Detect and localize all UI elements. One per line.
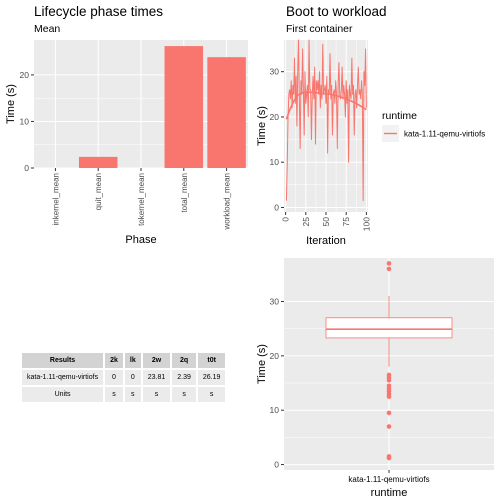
box-iqr xyxy=(325,317,453,339)
legend-title: runtime xyxy=(382,110,417,122)
table-row: Units s s s s s xyxy=(22,387,226,402)
table-header-cell: 2k xyxy=(105,353,123,368)
y-tick-label: 30 xyxy=(270,67,280,77)
bar-quit_mean xyxy=(78,156,118,168)
x-tick-label: tokernel_mean xyxy=(137,173,146,226)
y-tick-label: 20 xyxy=(270,112,280,122)
outlier-point xyxy=(386,394,392,399)
boot-y-ticks: 0 10 20 30 xyxy=(270,67,284,212)
x-tick-label: inkernel_mean xyxy=(51,173,60,225)
table-cell: 26.19 xyxy=(197,370,226,385)
y-tick-label: 10 xyxy=(270,405,280,415)
outlier-point xyxy=(386,455,392,461)
outlier-point xyxy=(386,378,392,383)
boot-subtitle: First container xyxy=(286,23,353,35)
table-cell: Units xyxy=(22,387,104,402)
legend-series-name: kata-1.11-qemu-virtiofs xyxy=(404,130,485,139)
table-cell: 0 xyxy=(124,370,141,385)
box-gridlines xyxy=(284,258,494,470)
boot-series-lines xyxy=(285,39,367,202)
box-x-axis-label: runtime xyxy=(371,487,408,499)
x-tick-label: 0 xyxy=(281,217,291,222)
x-tick-label: 75 xyxy=(341,217,351,227)
boot-line-chart: Boot to workload First container 0 10 20 30… xyxy=(256,4,485,247)
table-row: kata-1.11-qemu-virtiofs 0 0 23.81 2.39 2… xyxy=(22,370,226,385)
table-header-cell: lk xyxy=(124,353,141,368)
y-tick-label: 20 xyxy=(270,351,280,361)
lifecycle-bar-chart: Lifecycle phase times Mean 0 10 20 inkerne… xyxy=(5,4,248,246)
box-y-ticks: 0 10 20 30 xyxy=(270,296,284,470)
table-header-cell: t0t xyxy=(197,353,226,368)
box-x-tick-label: kata-1.11-qemu-virtiofs xyxy=(348,475,429,484)
y-tick-label: 10 xyxy=(270,157,280,167)
lifecycle-x-ticks: inkernel_mean quit_mean tokernel_mean total… xyxy=(51,168,232,230)
table-cell: s xyxy=(197,387,226,402)
table-header-cell: 2w xyxy=(142,353,171,368)
lifecycle-y-ticks: 0 10 20 xyxy=(20,70,34,173)
table-cell: s xyxy=(142,387,171,402)
lifecycle-x-axis-label: Phase xyxy=(125,234,156,246)
outlier-point xyxy=(386,410,392,416)
results-table: Results 2k lk 2w 2q t0t kata-1.11-qemu-v… xyxy=(20,351,227,404)
boot-x-axis-label: Iteration xyxy=(306,235,346,247)
x-tick-label: 100 xyxy=(361,217,371,231)
outlier-point xyxy=(386,266,392,272)
table-cell: s xyxy=(124,387,141,402)
lifecycle-subtitle: Mean xyxy=(34,23,60,35)
bar-total_mean xyxy=(164,46,204,168)
boot-y-axis-label: Time (s) xyxy=(256,106,268,146)
y-tick-label: 30 xyxy=(270,296,280,306)
table-header-row: Results 2k lk 2w 2q t0t xyxy=(22,353,226,368)
outlier-point xyxy=(386,424,392,429)
y-tick-label: 10 xyxy=(20,116,30,126)
boot-title: Boot to workload xyxy=(286,4,387,19)
table-cell: kata-1.11-qemu-virtiofs xyxy=(22,370,104,385)
series-line-raw xyxy=(285,39,367,202)
x-tick-label: 25 xyxy=(301,217,311,227)
x-tick-label: quit_mean xyxy=(94,173,103,210)
boot-legend: runtime kata-1.11-qemu-virtiofs xyxy=(382,110,485,142)
lifecycle-bars xyxy=(78,46,246,168)
table-cell: s xyxy=(172,387,196,402)
y-tick-label: 0 xyxy=(274,202,279,212)
y-tick-label: 0 xyxy=(274,460,279,470)
y-tick-label: 0 xyxy=(24,163,29,173)
x-tick-label: total_mean xyxy=(180,173,189,213)
y-tick-label: 20 xyxy=(20,70,30,80)
table-cell: 23.81 xyxy=(142,370,171,385)
table-header-cell: 2q xyxy=(172,353,196,368)
x-tick-label: workload_mean xyxy=(223,173,232,230)
table-cell: 2.39 xyxy=(172,370,196,385)
series-line-smooth xyxy=(285,91,367,120)
x-tick-label: 50 xyxy=(321,217,331,227)
table-cell: s xyxy=(105,387,123,402)
box-elements xyxy=(325,261,453,461)
lifecycle-title: Lifecycle phase times xyxy=(34,4,163,19)
outlier-point xyxy=(386,261,392,266)
box-y-axis-label: Time (s) xyxy=(256,344,268,384)
boot-x-ticks: 0 25 50 75 100 xyxy=(281,212,371,231)
bar-workload_mean xyxy=(207,57,246,168)
lifecycle-y-axis-label: Time (s) xyxy=(5,84,17,124)
table-cell: 0 xyxy=(105,370,123,385)
table-header-cell: Results xyxy=(22,353,104,368)
